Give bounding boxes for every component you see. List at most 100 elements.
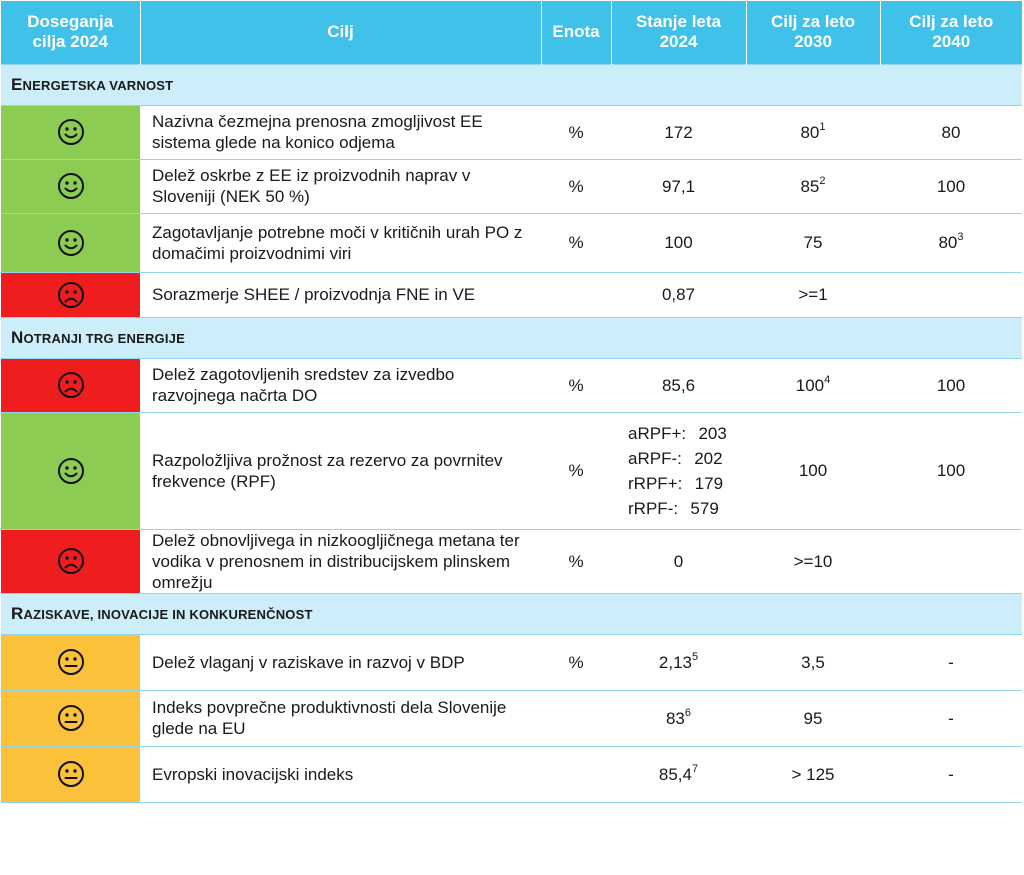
- value-2040-cell-value: 100: [936, 461, 966, 480]
- value-2030-cell: 3,5: [746, 634, 880, 691]
- value-2030-cell-value: 100: [795, 375, 825, 395]
- value-2024-cell-value: 85,4: [658, 764, 692, 784]
- goal-cell: Delež vlaganj v raziskave in razvoj v BD…: [140, 634, 541, 691]
- section-header: NOTRANJI TRG ENERGIJE: [1, 316, 1022, 359]
- goal-cell: Sorazmerje SHEE / proizvodnja FNE in VE: [140, 272, 541, 318]
- happy-face-icon: [57, 457, 84, 484]
- value-2030-cell: 852: [746, 159, 880, 214]
- value-2024-cell-value: 100: [664, 233, 693, 252]
- unit-cell: %: [541, 529, 611, 594]
- value-2040-cell: -: [880, 690, 1022, 747]
- value-2030-cell: > 125: [746, 746, 880, 803]
- unit-cell: %: [541, 412, 611, 530]
- goal-cell: Razpoložljiva prožnost za rezervo za pov…: [140, 412, 541, 530]
- footnote-ref: 5: [691, 650, 699, 663]
- value-2040-cell-value: -: [948, 652, 954, 672]
- footnote-ref: 6: [684, 706, 692, 719]
- value-2030-cell-value: >=1: [798, 285, 828, 304]
- value-2024-cell: 172: [611, 105, 746, 160]
- goals-table: Doseganja cilja 2024 Cilj Enota Stanje le…: [1, 1, 1022, 803]
- neutral-face-icon: [57, 649, 84, 675]
- value-2040-cell: -: [880, 634, 1022, 691]
- unit-cell: %: [541, 358, 611, 413]
- value-2030-cell: >=1: [746, 272, 880, 318]
- value-2030-cell-value: 95: [803, 708, 823, 728]
- value-2024-cell: 0,87: [611, 272, 746, 318]
- header-unit: Enota: [541, 1, 612, 64]
- value-2024-cell-value: 83: [665, 708, 685, 728]
- header-row: Doseganja cilja 2024 Cilj Enota Stanje le…: [1, 1, 1022, 64]
- rpf-line: aRPF+: 203: [628, 423, 727, 443]
- value-2030-cell: 1004: [746, 358, 880, 413]
- status-cell: [1, 358, 140, 413]
- value-2040-cell-value: -: [948, 708, 954, 728]
- section-header: RAZISKAVE, INOVACIJE IN KONKURENČNOST: [1, 592, 1022, 635]
- value-2040-cell-value: -: [948, 764, 954, 784]
- table-row: Sorazmerje SHEE / proizvodnja FNE in VE 0…: [1, 272, 1022, 318]
- rpf-line: rRPF+: 179: [628, 473, 724, 493]
- unit-cell: [541, 690, 611, 747]
- table-row: Zagotavljanje potrebne moči v kritičnih …: [1, 213, 1022, 273]
- value-2024-cell-value: 172: [664, 122, 693, 142]
- value-2040-cell: 80: [880, 105, 1022, 160]
- status-cell: [1, 159, 140, 214]
- sad-face-icon: [57, 281, 84, 308]
- value-2024-cell: 0: [611, 529, 746, 594]
- header-goal: Cilj: [140, 1, 542, 64]
- table-row: Delež zagotovljenih sredstev za izvedbo …: [1, 358, 1022, 413]
- goal-cell: Evropski inovacijski indeks: [140, 746, 541, 803]
- value-2040-cell: -: [880, 746, 1022, 803]
- value-2030-cell: 75: [746, 213, 880, 273]
- header-status: Doseganja cilja 2024: [1, 1, 141, 64]
- unit-cell: %: [541, 159, 611, 214]
- value-2040-cell: [880, 529, 1022, 594]
- header-2024: Stanje leta 2024: [611, 1, 747, 64]
- rpf-line: rRPF-: 579: [628, 498, 719, 518]
- value-2040-cell-value: 100: [936, 176, 966, 196]
- value-2024-cell-value: 0: [673, 551, 684, 571]
- section-title: RAZISKAVE, INOVACIJE IN KONKURENČNOST: [1, 592, 1022, 635]
- happy-face-icon: [57, 229, 84, 256]
- value-2030-cell-value: 100: [798, 461, 828, 480]
- value-2024-cell-value: 0,87: [661, 285, 696, 304]
- table-row: Evropski inovacijski indeks 85,47 > 125 -: [1, 746, 1022, 803]
- neutral-face-icon: [57, 705, 84, 731]
- unit-cell: %: [541, 105, 611, 160]
- happy-face-icon: [57, 173, 84, 199]
- status-cell: [1, 746, 140, 803]
- value-2024-cell: 85,47: [611, 746, 746, 803]
- unit-cell: %: [541, 634, 611, 691]
- section-title: ENERGETSKA VARNOST: [1, 63, 1022, 106]
- value-2030-cell-value: >=10: [793, 551, 833, 571]
- table-row: Delež vlaganj v raziskave in razvoj v BD…: [1, 634, 1022, 691]
- status-cell: [1, 412, 140, 530]
- value-2040-cell: 100: [880, 159, 1022, 214]
- neutral-face-icon: [57, 761, 84, 787]
- footnote-ref: 7: [691, 762, 699, 775]
- table-row: Razpoložljiva prožnost za rezervo za pov…: [1, 412, 1022, 530]
- value-2024-cell-value: 97,1: [661, 176, 696, 196]
- value-2024-cell: 85,6: [611, 358, 746, 413]
- value-2030-cell-value: 75: [803, 233, 823, 252]
- value-2030-cell: 801: [746, 105, 880, 160]
- status-cell: [1, 529, 140, 594]
- value-2030-cell: >=10: [746, 529, 880, 594]
- value-2040-cell: [880, 272, 1022, 318]
- rpf-line: aRPF-: 202: [628, 448, 723, 468]
- value-2040-cell-value: 80: [941, 122, 961, 142]
- unit-cell: %: [541, 213, 611, 273]
- value-2040-cell-value: 80: [938, 233, 958, 252]
- goal-cell: Nazivna čezmejna prenosna zmogljivost EE…: [140, 105, 541, 160]
- goal-cell: Indeks povprečne produktivnosti dela Slo…: [140, 690, 541, 747]
- happy-face-icon: [57, 119, 84, 145]
- goal-cell: Zagotavljanje potrebne moči v kritičnih …: [140, 213, 541, 273]
- value-2024-cell-value: 2,13: [658, 652, 692, 672]
- header-2030: Cilj za leto 2030: [746, 1, 881, 64]
- table-row: Delež oskrbe z EE iz proizvodnih naprav …: [1, 159, 1022, 214]
- goal-cell: Delež obnovljivega in nizkoogljičnega me…: [140, 529, 541, 594]
- unit-cell: [541, 746, 611, 803]
- sad-face-icon: [57, 548, 84, 574]
- value-2024-cell: 100: [611, 213, 746, 273]
- value-2024-cell: 2,135: [611, 634, 746, 691]
- value-2030-cell-value: 85: [800, 176, 820, 196]
